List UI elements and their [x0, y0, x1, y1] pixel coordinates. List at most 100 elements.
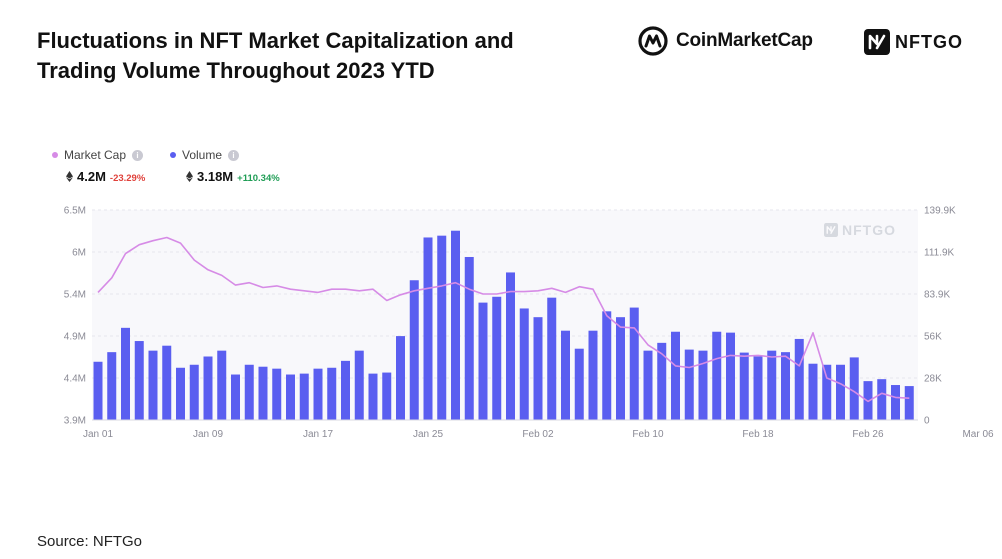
volume-bar[interactable]: [451, 230, 460, 420]
volume-bar[interactable]: [134, 341, 144, 420]
volume-bar[interactable]: [547, 297, 557, 420]
y-left-tick-label: 5.4M: [64, 290, 86, 301]
volume-bar[interactable]: [313, 368, 323, 420]
nftgo-logo-text: NFTGO: [895, 31, 963, 52]
volume-bar[interactable]: [148, 350, 158, 420]
x-tick-label: Feb 26: [852, 429, 884, 440]
nftgo-logo: NFTGO: [864, 28, 963, 56]
volume-bar[interactable]: [753, 356, 763, 420]
coinmarketcap-logo-text: CoinMarketCap: [676, 30, 813, 51]
volume-bar[interactable]: [726, 332, 735, 420]
volume-bar[interactable]: [904, 386, 914, 420]
volume-bar[interactable]: [616, 317, 625, 420]
volume-bar[interactable]: [492, 296, 502, 420]
volume-bar[interactable]: [519, 308, 529, 420]
volume-bar[interactable]: [602, 311, 612, 420]
volume-bar[interactable]: [93, 361, 103, 420]
volume-bar[interactable]: [588, 330, 598, 420]
legend-item-market-cap[interactable]: Market Cap i: [52, 148, 144, 162]
volume-bar[interactable]: [533, 317, 543, 420]
nftgo-logo-icon: [864, 29, 890, 55]
nftgo-watermark: NFTGO: [824, 222, 896, 238]
legend-item-volume[interactable]: Volume i: [170, 148, 240, 162]
y-right-tick-label: 56K: [924, 332, 942, 343]
volume-bar[interactable]: [561, 330, 570, 420]
y-right-tick-label: 83.9K: [924, 290, 950, 301]
volume-value: 3.18M: [197, 169, 234, 184]
volume-bar[interactable]: [684, 349, 694, 420]
volume-bar[interactable]: [781, 352, 790, 420]
volume-bar[interactable]: [891, 385, 900, 420]
volume-bar[interactable]: [464, 256, 474, 420]
x-tick-label: Feb 02: [522, 429, 554, 440]
y-left-tick-label: 6.5M: [64, 206, 86, 217]
y-right-tick-label: 139.9K: [924, 206, 956, 217]
volume-bar[interactable]: [478, 302, 488, 420]
volume-bar[interactable]: [767, 350, 777, 420]
volume-bar[interactable]: [698, 350, 708, 420]
volume-bar[interactable]: [327, 367, 337, 420]
volume-value-row: 3.18M +110.34%: [186, 169, 280, 184]
volume-bar[interactable]: [354, 350, 364, 420]
nftgo-watermark-text: NFTGO: [842, 222, 896, 238]
info-icon[interactable]: i: [228, 149, 240, 161]
volume-bar[interactable]: [396, 336, 405, 420]
y-left-tick-label: 3.9M: [64, 416, 86, 427]
volume-bar[interactable]: [671, 331, 680, 420]
volume-bar[interactable]: [574, 348, 584, 420]
volume-bar[interactable]: [822, 364, 832, 420]
volume-bar[interactable]: [437, 235, 447, 420]
volume-bar[interactable]: [121, 327, 130, 420]
y-right-tick-label: 0: [924, 416, 930, 427]
volume-bar[interactable]: [217, 350, 227, 420]
volume-bar[interactable]: [657, 342, 667, 420]
ethereum-icon: [186, 171, 193, 182]
x-tick-label: Mar 06: [962, 429, 994, 440]
volume-change: +110.34%: [237, 173, 280, 184]
chart-svg: 3.9M 0 4.4M 28K 4.9M 56K 5.4M 83.9K 6M 111.9K 6.5M…: [64, 206, 994, 441]
volume-bar[interactable]: [258, 366, 268, 420]
volume-bar[interactable]: [341, 360, 350, 420]
chart-title: Fluctuations in NFT Market Capitalizatio…: [37, 28, 514, 83]
volume-bar[interactable]: [409, 280, 419, 420]
volume-bar[interactable]: [712, 331, 722, 420]
volume-bar[interactable]: [299, 373, 309, 420]
legend-label-volume: Volume: [182, 148, 223, 162]
market-cap-line: [97, 236, 910, 403]
volume-bar[interactable]: [629, 307, 639, 420]
x-tick-label: Jan 25: [413, 429, 443, 440]
info-icon[interactable]: i: [132, 149, 144, 161]
volume-bar[interactable]: [643, 350, 653, 420]
volume-bar[interactable]: [107, 352, 117, 420]
source-note: Source: NFTGo: [37, 533, 143, 550]
volume-bar[interactable]: [368, 373, 378, 420]
volume-bar[interactable]: [244, 364, 254, 420]
volume-bar[interactable]: [382, 372, 392, 420]
ethereum-icon: [66, 171, 73, 182]
y-right-tick-label: 111.9K: [924, 248, 955, 259]
volume-bar[interactable]: [506, 272, 515, 420]
x-tick-label: Jan 09: [193, 429, 223, 440]
x-tick-label: Feb 10: [632, 429, 664, 440]
market-cap-dot-icon: [52, 152, 58, 158]
plot-area: [92, 210, 918, 420]
volume-bar[interactable]: [836, 364, 845, 420]
volume-bar[interactable]: [877, 379, 887, 420]
volume-bar[interactable]: [162, 345, 172, 420]
x-tick-label: Jan 01: [83, 429, 113, 440]
volume-bar[interactable]: [286, 374, 295, 420]
volume-bar[interactable]: [808, 363, 818, 420]
volume-bar[interactable]: [203, 356, 213, 420]
market-cap-value: 4.2M: [77, 169, 106, 184]
volume-bar[interactable]: [739, 352, 749, 420]
volume-bar[interactable]: [189, 364, 199, 420]
volume-bar[interactable]: [272, 368, 282, 420]
volume-bar[interactable]: [231, 374, 240, 420]
market-cap-change: -23.29%: [109, 173, 146, 184]
volume-bar[interactable]: [423, 237, 433, 420]
coinmarketcap-logo: CoinMarketCap: [638, 25, 813, 57]
volume-bar[interactable]: [849, 357, 859, 420]
volume-bar[interactable]: [794, 338, 804, 420]
coinmarketcap-logo-icon: [638, 26, 668, 56]
volume-bar[interactable]: [176, 367, 185, 420]
